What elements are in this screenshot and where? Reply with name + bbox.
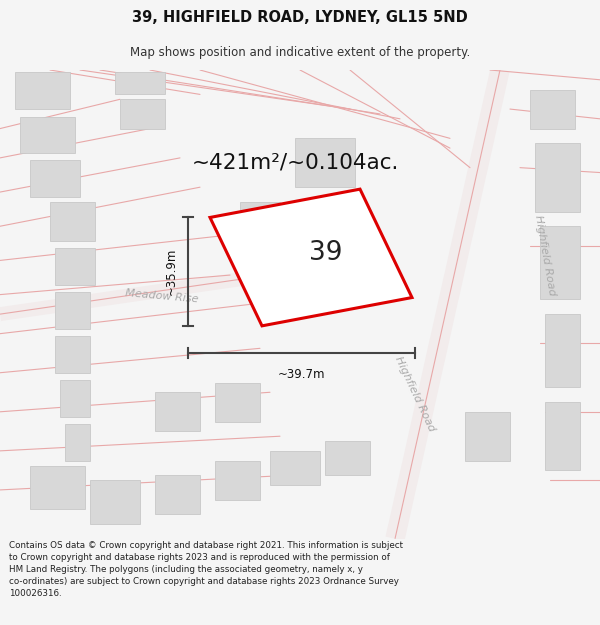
Polygon shape bbox=[30, 466, 85, 509]
Polygon shape bbox=[20, 117, 75, 153]
Polygon shape bbox=[30, 160, 80, 197]
Polygon shape bbox=[545, 314, 580, 388]
Text: Map shows position and indicative extent of the property.: Map shows position and indicative extent… bbox=[130, 46, 470, 59]
Polygon shape bbox=[50, 202, 95, 241]
Polygon shape bbox=[325, 441, 370, 475]
Polygon shape bbox=[465, 412, 510, 461]
Polygon shape bbox=[115, 72, 165, 94]
Polygon shape bbox=[530, 89, 575, 129]
Text: Contains OS data © Crown copyright and database right 2021. This information is : Contains OS data © Crown copyright and d… bbox=[9, 541, 403, 598]
Polygon shape bbox=[55, 336, 90, 372]
Text: Highfield Road: Highfield Road bbox=[533, 214, 557, 297]
Text: 39: 39 bbox=[309, 239, 343, 266]
Polygon shape bbox=[65, 424, 90, 461]
Polygon shape bbox=[60, 379, 90, 417]
Polygon shape bbox=[540, 226, 580, 299]
Polygon shape bbox=[120, 99, 165, 129]
Polygon shape bbox=[210, 189, 412, 326]
Text: 39, HIGHFIELD ROAD, LYDNEY, GL15 5ND: 39, HIGHFIELD ROAD, LYDNEY, GL15 5ND bbox=[132, 10, 468, 25]
Polygon shape bbox=[215, 461, 260, 500]
Polygon shape bbox=[270, 451, 320, 485]
Polygon shape bbox=[215, 382, 260, 421]
Polygon shape bbox=[545, 402, 580, 471]
Text: ~35.9m: ~35.9m bbox=[165, 248, 178, 296]
Polygon shape bbox=[155, 475, 200, 514]
Polygon shape bbox=[15, 72, 70, 109]
Text: Meadow Rise: Meadow Rise bbox=[125, 288, 199, 305]
Polygon shape bbox=[155, 392, 200, 431]
Polygon shape bbox=[310, 197, 360, 251]
Polygon shape bbox=[90, 480, 140, 524]
Text: ~421m²/~0.104ac.: ~421m²/~0.104ac. bbox=[191, 152, 398, 173]
Polygon shape bbox=[240, 202, 280, 246]
Polygon shape bbox=[55, 248, 95, 285]
Polygon shape bbox=[295, 138, 355, 188]
Text: Highfield Road: Highfield Road bbox=[393, 355, 437, 433]
Text: ~39.7m: ~39.7m bbox=[278, 368, 325, 381]
Polygon shape bbox=[55, 292, 90, 329]
Polygon shape bbox=[535, 143, 580, 212]
